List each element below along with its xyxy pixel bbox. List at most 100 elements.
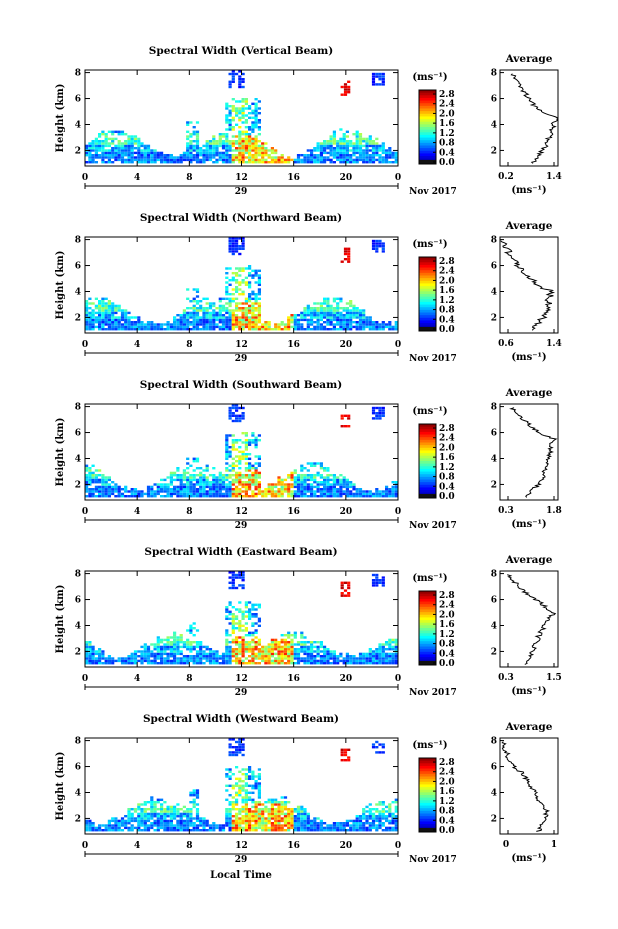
heatmap-cell: [228, 316, 232, 319]
heatmap-cell: [133, 662, 138, 665]
heatmap-cell: [248, 808, 252, 811]
heatmap-cell: [137, 803, 141, 806]
heatmap-cell: [202, 657, 206, 660]
heatmap-cell: [306, 652, 310, 656]
heatmap-cell: [378, 323, 382, 326]
heatmap-cell: [101, 140, 105, 143]
heatmap-cell: [202, 483, 206, 486]
heatmap-cell: [371, 581, 376, 584]
heatmap-cell: [111, 316, 115, 319]
heatmap-cell: [120, 824, 125, 827]
heatmap-cell: [199, 474, 203, 477]
colorbar-tick-label: 0.0: [439, 659, 455, 669]
heatmap-cell: [323, 151, 327, 155]
heatmap-cell: [120, 492, 125, 496]
heatmap-cell: [244, 133, 248, 136]
heatmap-cell: [221, 829, 226, 832]
colorbar-segment: [419, 612, 436, 616]
heatmap-cell: [300, 650, 304, 653]
heatmap-cell: [303, 657, 307, 660]
heatmap-cell: [235, 290, 239, 293]
heatmap-cell: [215, 826, 219, 830]
heatmap-cell: [189, 314, 193, 317]
heatmap-cell: [173, 643, 177, 646]
heatmap-cell: [313, 147, 317, 150]
heatmap-cell: [228, 412, 232, 415]
heatmap-cell: [306, 483, 310, 486]
heatmap-cell: [319, 325, 323, 329]
heatmap-cell: [166, 161, 170, 164]
heatmap-cell: [215, 488, 219, 491]
x-tick-label: 16: [287, 674, 300, 684]
heatmap-cell: [225, 610, 229, 613]
heatmap-cell: [212, 149, 216, 152]
heatmap-cell: [244, 645, 248, 649]
heatmap-cell: [179, 156, 183, 159]
heatmap-cell: [130, 325, 134, 329]
heatmap-cell: [332, 316, 336, 319]
heatmap-cell: [98, 650, 102, 653]
heatmap-cell: [310, 156, 314, 159]
heatmap-cell: [267, 648, 271, 651]
heatmap-cell: [241, 455, 245, 458]
heatmap-cell: [248, 272, 252, 275]
heatmap-cell: [254, 436, 258, 439]
heatmap-cell: [257, 462, 261, 465]
heatmap-cell: [332, 492, 336, 496]
heatmap-cell: [114, 819, 118, 823]
heatmap-cell: [261, 144, 265, 148]
heatmap-cell: [254, 782, 258, 785]
heatmap-cell: [98, 492, 102, 496]
heatmap-cell: [371, 815, 376, 818]
heatmap-cell: [225, 662, 229, 665]
heatmap-cell: [179, 659, 183, 663]
heatmap-cell: [261, 824, 265, 827]
heatmap-cell: [195, 808, 200, 811]
heatmap-cell: [202, 652, 206, 656]
heatmap-cell: [254, 662, 258, 665]
heatmap-cell: [173, 645, 177, 649]
heatmap-cell: [215, 154, 219, 157]
heatmap-cell: [306, 462, 310, 465]
heatmap-cell: [225, 114, 229, 117]
y-tick-label: 4: [75, 120, 81, 130]
heatmap-cell: [94, 316, 98, 319]
heatmap-cell: [293, 643, 297, 646]
heatmap-cell: [163, 822, 167, 825]
heatmap-cell: [166, 328, 170, 331]
heatmap-cell: [381, 490, 385, 493]
y-tick-label: 6: [75, 596, 81, 606]
heatmap-cell: [143, 161, 147, 164]
heatmap-cell: [231, 316, 235, 319]
heatmap-cell: [254, 105, 258, 108]
heatmap-cell: [345, 151, 349, 155]
heatmap-cell: [94, 156, 98, 159]
heatmap-cell: [365, 137, 369, 141]
heatmap-cell: [306, 641, 310, 644]
heatmap-cell: [248, 796, 252, 799]
heatmap-cell: [261, 328, 265, 331]
heatmap-cell: [166, 636, 170, 639]
heatmap-cell: [238, 267, 242, 270]
heatmap-cell: [225, 286, 229, 289]
heatmap-cell: [124, 154, 128, 157]
heatmap-cell: [235, 586, 239, 590]
heatmap-cell: [293, 492, 297, 496]
heatmap-cell: [280, 657, 284, 660]
heatmap-cell: [91, 478, 95, 482]
heatmap-cell: [365, 140, 369, 143]
heatmap-cell: [323, 144, 327, 148]
heatmap-cell: [199, 490, 203, 493]
heatmap-cell: [358, 314, 363, 317]
heatmap-cell: [228, 147, 232, 150]
colorbar-segment: [419, 429, 436, 433]
heatmap-cell: [189, 464, 193, 467]
heatmap-cell: [85, 474, 89, 477]
heatmap-cell: [120, 819, 125, 823]
heatmap-cell: [85, 154, 89, 157]
heatmap-cell: [192, 457, 196, 460]
heatmap-cell: [340, 93, 344, 96]
heatmap-cell: [127, 817, 131, 820]
heatmap-cell: [362, 323, 366, 326]
heatmap-cell: [104, 154, 108, 157]
